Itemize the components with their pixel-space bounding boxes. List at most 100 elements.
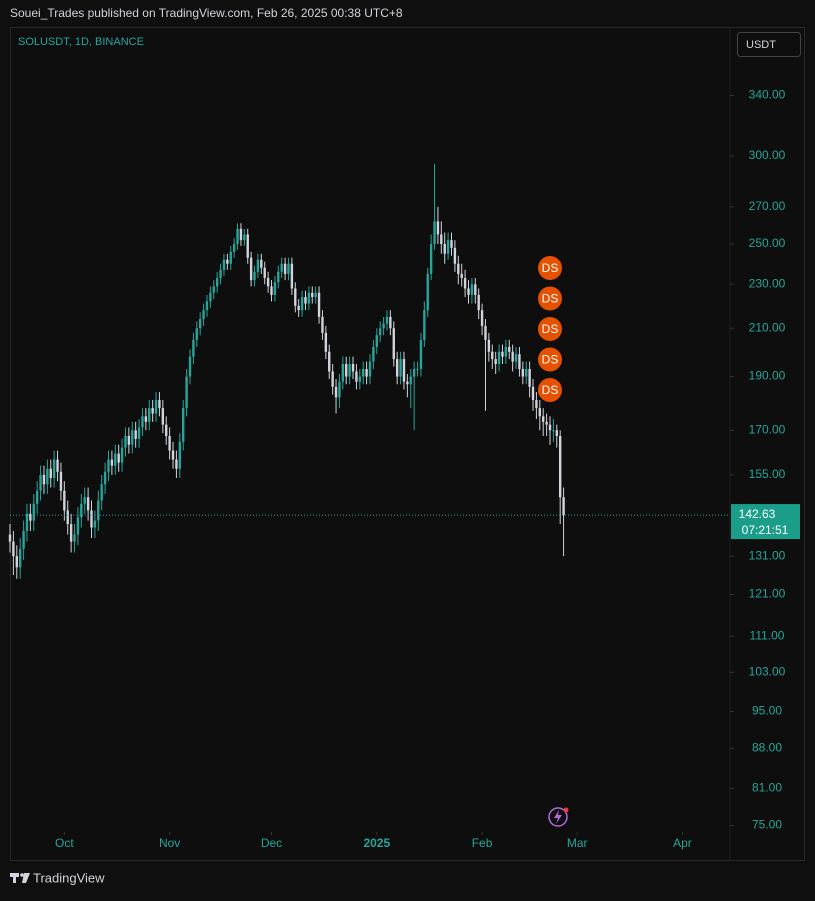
- currency-label[interactable]: USDT: [746, 39, 776, 51]
- x-tick-label: Apr: [673, 836, 692, 850]
- candle-body: [395, 359, 399, 377]
- candle-body: [49, 468, 52, 479]
- y-tick-label: 270.00: [749, 199, 786, 213]
- candle-body: [443, 244, 446, 254]
- candle-body: [97, 500, 100, 521]
- candle-body: [144, 416, 148, 422]
- candle-body: [555, 430, 558, 436]
- ds-marker: [538, 347, 562, 372]
- candle-body: [205, 301, 209, 311]
- candle-body: [324, 332, 328, 352]
- candle-body: [351, 364, 355, 372]
- candle-body: [253, 271, 256, 281]
- x-tick-label: Mar: [567, 836, 588, 850]
- candle-body: [433, 221, 436, 245]
- currency-button[interactable]: [737, 32, 801, 57]
- candle-body: [8, 534, 12, 542]
- candle-body: [372, 346, 375, 362]
- candle-body: [175, 459, 178, 469]
- candle-body: [558, 435, 562, 498]
- y-tick-label: 75.00: [752, 818, 782, 832]
- candle-body: [504, 346, 508, 357]
- y-tick-label: 131.00: [749, 548, 786, 562]
- candle-body: [528, 368, 531, 387]
- candle-body: [182, 408, 185, 442]
- ds-marker-label: DS: [542, 353, 559, 367]
- candle-body: [538, 408, 542, 417]
- candle-body: [110, 459, 114, 466]
- candle-body: [246, 234, 249, 258]
- candle-body: [508, 346, 511, 352]
- candle-body: [76, 517, 80, 535]
- candle-body: [86, 497, 90, 511]
- candle-body: [131, 430, 134, 445]
- candle-body: [314, 292, 317, 298]
- candle-body: [80, 503, 83, 518]
- candle-body: [290, 263, 294, 289]
- candle-body: [134, 430, 137, 439]
- candle-body: [453, 247, 457, 264]
- x-tick-label: Nov: [159, 836, 180, 850]
- candle-body: [423, 310, 426, 340]
- candle-body: [304, 297, 307, 304]
- y-tick-label: 81.00: [752, 781, 782, 795]
- ds-marker: [538, 378, 562, 402]
- candle-body: [226, 259, 229, 264]
- candle-body: [477, 294, 480, 311]
- candle-body: [35, 490, 39, 504]
- bolt-icon: [548, 807, 569, 827]
- candle-body: [562, 497, 565, 516]
- y-tick-label: 300.00: [749, 148, 786, 162]
- ds-marker-label: DS: [542, 322, 559, 336]
- candle-body: [249, 257, 253, 281]
- candle-body: [243, 234, 246, 241]
- candle-body: [552, 430, 555, 432]
- x-tick-label: Dec: [261, 836, 282, 850]
- candle-body: [171, 450, 175, 460]
- candle-body: [232, 244, 236, 252]
- candle-body: [467, 288, 470, 295]
- candle-body: [90, 510, 93, 528]
- candle-body: [548, 424, 552, 431]
- candle-body: [297, 305, 300, 311]
- x-tick-label: Feb: [472, 836, 493, 850]
- candle-body: [107, 459, 110, 472]
- candle-body: [348, 364, 351, 377]
- candle-body: [219, 269, 222, 279]
- candle-body: [283, 263, 287, 274]
- candle-body: [18, 548, 22, 568]
- candle-body: [161, 408, 165, 425]
- candle-body: [229, 251, 232, 264]
- candle-body: [195, 328, 198, 340]
- candle-body: [280, 263, 283, 272]
- candle-body: [114, 453, 117, 466]
- candle-body: [56, 459, 59, 472]
- candle-body: [514, 354, 518, 362]
- candle-body: [341, 364, 345, 382]
- candle-body: [15, 556, 18, 568]
- candle-body: [521, 368, 525, 377]
- candle-body: [39, 474, 42, 491]
- candle-body: [382, 323, 385, 329]
- candle-body: [463, 278, 467, 289]
- candle-body: [328, 351, 331, 372]
- candle-body: [66, 510, 69, 525]
- y-tick-label: 250.00: [749, 236, 786, 250]
- candle-body: [446, 240, 450, 254]
- candle-body: [239, 228, 243, 241]
- candle-body: [402, 359, 406, 382]
- candle-body: [362, 368, 365, 377]
- candle-body: [429, 244, 433, 274]
- candle-body: [215, 278, 219, 287]
- candle-body: [450, 240, 453, 248]
- candle-body: [368, 361, 372, 377]
- candle-body: [470, 284, 474, 295]
- candle-body: [531, 386, 535, 401]
- candle-body: [148, 408, 151, 422]
- y-tick-label: 210.00: [749, 320, 786, 334]
- x-tick-label: Oct: [55, 836, 74, 850]
- ds-marker: [538, 256, 562, 280]
- candle-body: [202, 310, 205, 320]
- candle-body: [321, 316, 324, 333]
